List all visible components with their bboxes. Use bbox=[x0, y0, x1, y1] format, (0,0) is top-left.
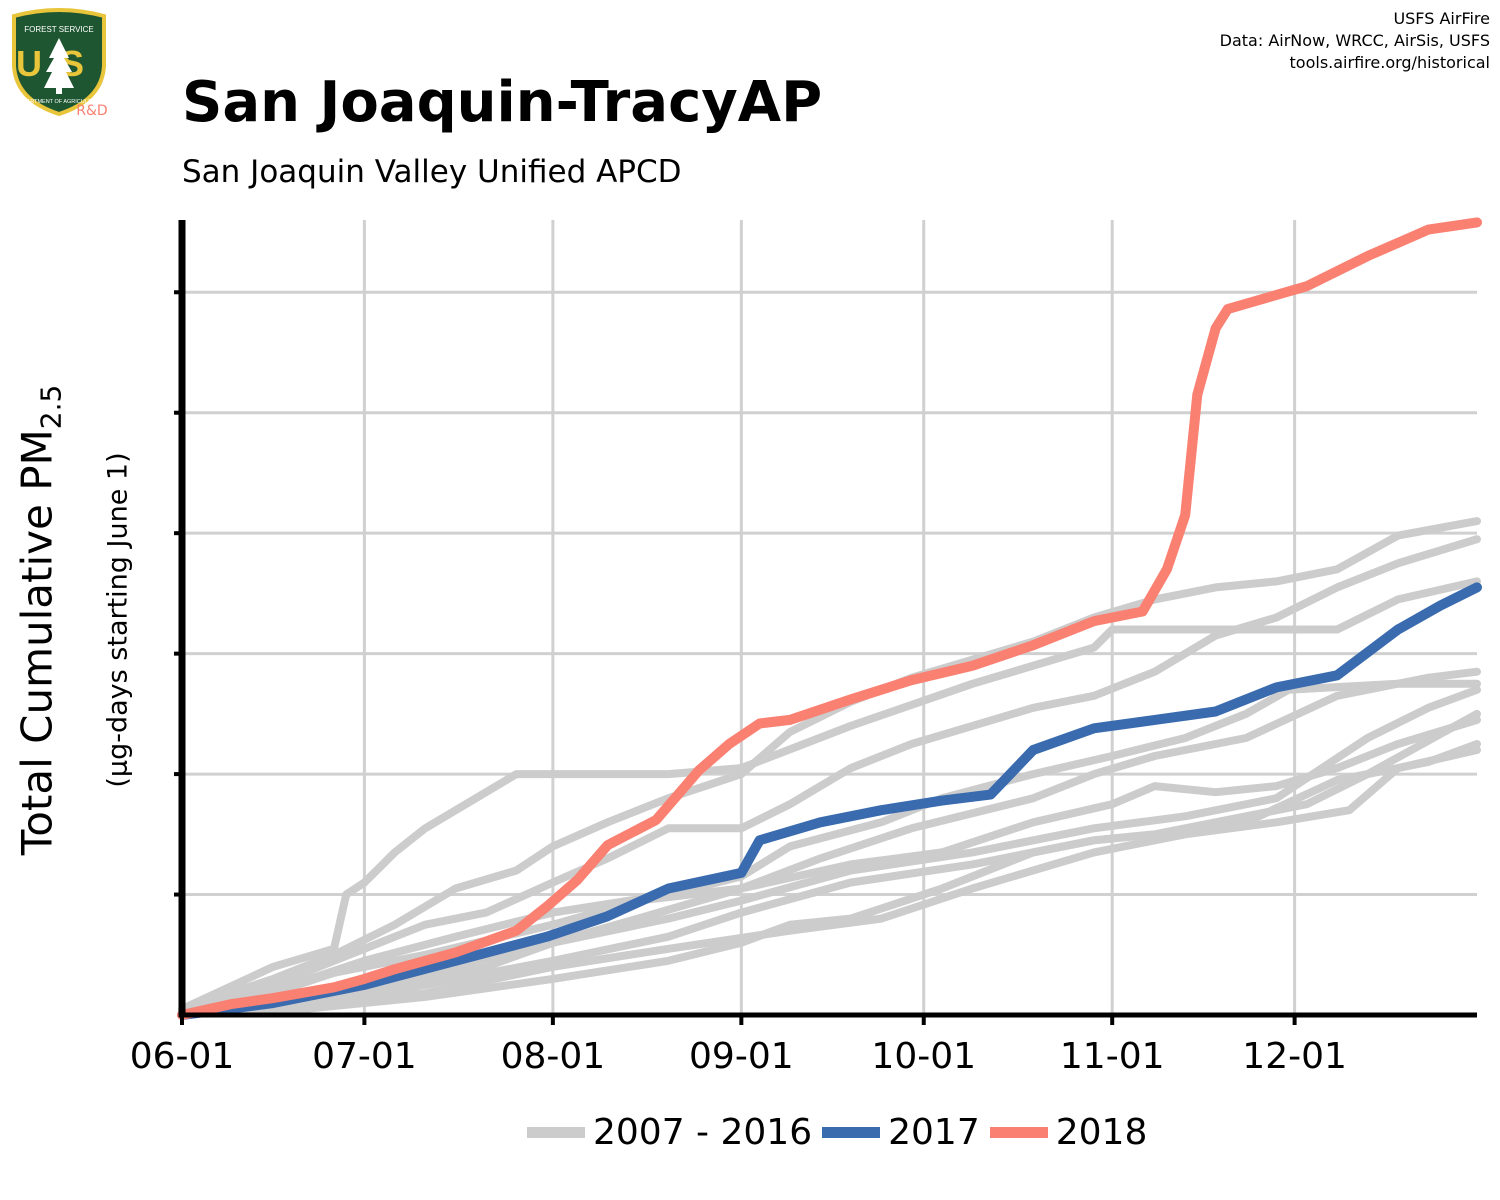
x-tick-label-6: 12-01 bbox=[1242, 1036, 1347, 1077]
legend-swatch-2017 bbox=[822, 1127, 881, 1138]
x-tick-label-2: 08-01 bbox=[501, 1036, 606, 1077]
legend-swatch-2018 bbox=[989, 1127, 1048, 1138]
series-line-historical-9 bbox=[178, 709, 1481, 1018]
usfs-logo: FOREST SERVICE US DEPARTMENT OF AGRICULT… bbox=[12, 8, 108, 118]
x-tick-label-4: 10-01 bbox=[871, 1036, 976, 1077]
legend-label-2017: 2017 bbox=[888, 1112, 980, 1153]
legend-swatch-historical bbox=[527, 1127, 585, 1138]
series-line-historical-2 bbox=[178, 577, 1481, 1013]
legend-item-historical: 2007 - 2016 bbox=[527, 1112, 812, 1153]
legend-item-2017: 2017 bbox=[822, 1112, 980, 1153]
x-tick-label-0: 06-01 bbox=[130, 1036, 235, 1077]
legend-label-historical: 2007 - 2016 bbox=[593, 1112, 813, 1153]
series-line-historical-8 bbox=[178, 746, 1481, 1018]
credit-line-2: Data: AirNow, WRCC, AirSis, USFS bbox=[1219, 31, 1490, 50]
legend-label-2018: 2018 bbox=[1055, 1112, 1148, 1153]
series-line-2018 bbox=[177, 217, 1482, 1020]
series-line-historical-10 bbox=[178, 679, 1481, 1017]
tree-trunk bbox=[56, 88, 62, 94]
series-line-historical-7 bbox=[178, 740, 1481, 1018]
x-tick-label-3: 09-01 bbox=[689, 1036, 794, 1077]
credit-line-3: tools.airfire.org/historical bbox=[1289, 53, 1490, 72]
series-line-2017 bbox=[177, 582, 1482, 1020]
logo-top-text: FOREST SERVICE bbox=[24, 25, 94, 34]
logo-bottom-text: DEPARTMENT OF AGRICULTURE bbox=[16, 99, 103, 105]
logo-rd-text: R&D bbox=[76, 103, 107, 118]
tree-icon bbox=[44, 38, 74, 88]
chart-subtitle: San Joaquin Valley Unified APCD bbox=[182, 154, 682, 190]
series-line-historical-11 bbox=[178, 715, 1481, 1017]
credits-block: USFS AirFire Data: AirNow, WRCC, AirSis,… bbox=[1220, 8, 1490, 74]
x-tick-label-5: 11-01 bbox=[1060, 1036, 1165, 1077]
series-line-historical-6 bbox=[178, 667, 1481, 1017]
chart-title: San Joaquin-TracyAP bbox=[182, 70, 823, 135]
series-line-historical-3 bbox=[178, 517, 1481, 1013]
legend: 2007 - 2016 2017 2018 bbox=[527, 1112, 1157, 1153]
credit-line-1: USFS AirFire bbox=[1393, 9, 1490, 28]
series-line-historical-4 bbox=[178, 535, 1481, 1017]
legend-item-2018: 2018 bbox=[989, 1112, 1148, 1153]
x-tick-label-1: 07-01 bbox=[312, 1036, 417, 1077]
